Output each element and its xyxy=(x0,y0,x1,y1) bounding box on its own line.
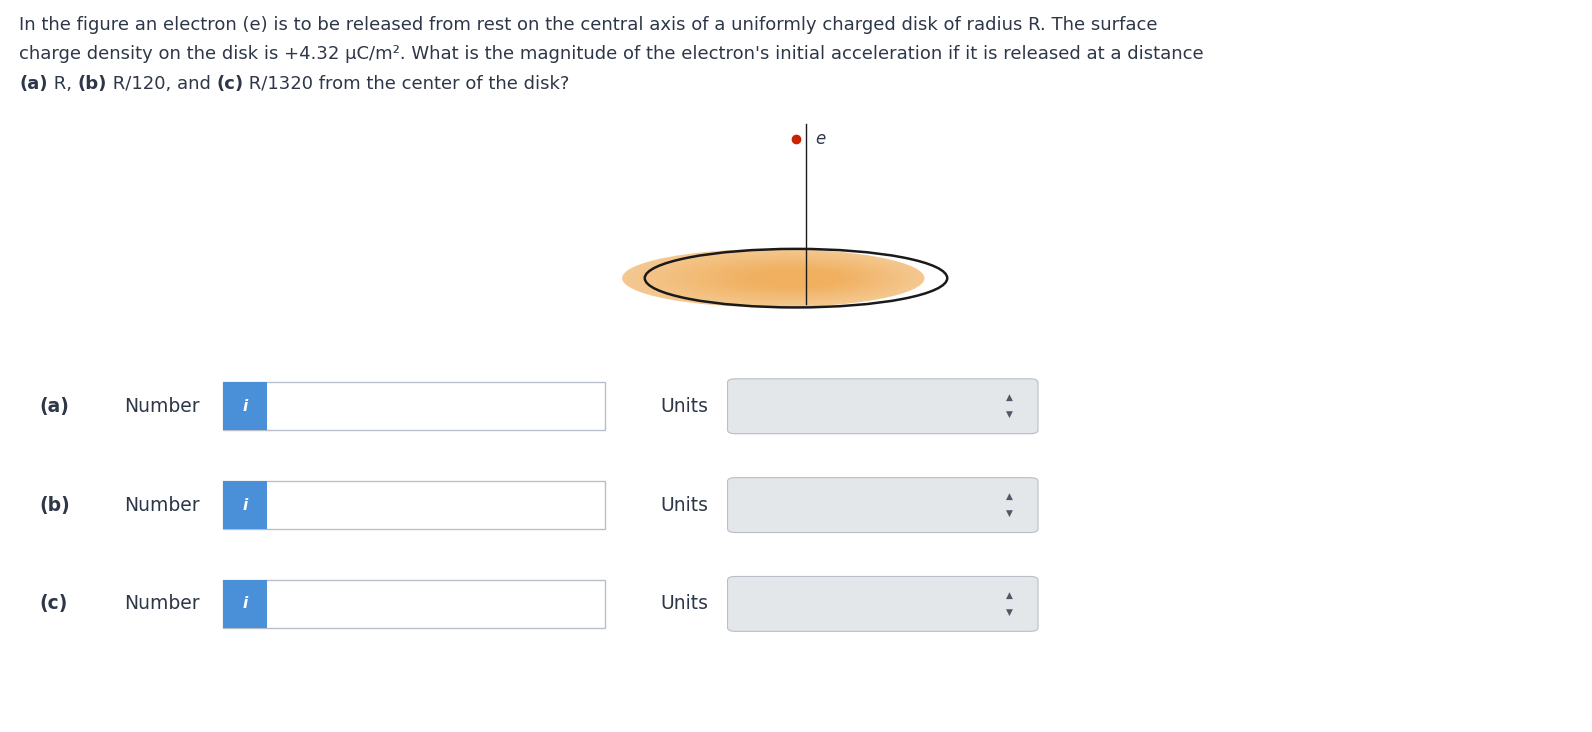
Text: Number: Number xyxy=(124,397,201,416)
Text: Number: Number xyxy=(124,594,201,613)
Ellipse shape xyxy=(712,264,866,293)
FancyBboxPatch shape xyxy=(223,382,267,430)
Text: Number: Number xyxy=(124,496,201,515)
Text: (c): (c) xyxy=(217,75,244,93)
Ellipse shape xyxy=(673,257,892,299)
Ellipse shape xyxy=(737,267,850,289)
Text: (a): (a) xyxy=(19,75,48,93)
FancyBboxPatch shape xyxy=(223,482,267,529)
Text: ▲: ▲ xyxy=(1006,492,1013,501)
Ellipse shape xyxy=(699,261,874,295)
Ellipse shape xyxy=(656,254,903,302)
Ellipse shape xyxy=(696,261,877,296)
Text: R/120, and: R/120, and xyxy=(107,75,217,93)
FancyBboxPatch shape xyxy=(223,382,605,430)
Ellipse shape xyxy=(704,262,872,294)
Ellipse shape xyxy=(686,259,884,297)
Ellipse shape xyxy=(622,249,925,307)
Ellipse shape xyxy=(729,266,855,291)
Text: Units: Units xyxy=(661,496,708,515)
Text: i: i xyxy=(242,399,247,414)
FancyBboxPatch shape xyxy=(223,580,605,628)
Ellipse shape xyxy=(742,268,847,288)
Text: R,: R, xyxy=(48,75,78,93)
Text: ▲: ▲ xyxy=(1006,393,1013,402)
Ellipse shape xyxy=(721,264,861,292)
Text: i: i xyxy=(242,498,247,512)
Text: charge density on the disk is +4.32 μC/m². What is the magnitude of the electron: charge density on the disk is +4.32 μC/m… xyxy=(19,45,1204,64)
Ellipse shape xyxy=(669,256,895,300)
FancyBboxPatch shape xyxy=(728,379,1038,433)
Ellipse shape xyxy=(640,252,914,305)
Ellipse shape xyxy=(708,263,869,294)
Ellipse shape xyxy=(653,254,906,302)
Ellipse shape xyxy=(635,251,917,305)
Ellipse shape xyxy=(626,250,922,307)
Ellipse shape xyxy=(648,253,907,303)
Text: (a): (a) xyxy=(40,397,70,416)
Text: (b): (b) xyxy=(40,496,70,515)
Text: ▼: ▼ xyxy=(1006,411,1013,419)
Text: R/1320 from the center of the disk?: R/1320 from the center of the disk? xyxy=(244,75,570,93)
Text: (b): (b) xyxy=(78,75,107,93)
Ellipse shape xyxy=(661,255,899,302)
Ellipse shape xyxy=(681,258,885,298)
Text: e: e xyxy=(815,130,825,148)
FancyBboxPatch shape xyxy=(223,580,267,628)
Text: In the figure an electron (e) is to be released from rest on the central axis of: In the figure an electron (e) is to be r… xyxy=(19,16,1157,34)
Text: ▼: ▼ xyxy=(1006,608,1013,617)
Text: ▲: ▲ xyxy=(1006,591,1013,600)
Text: (c): (c) xyxy=(40,594,68,613)
Text: Units: Units xyxy=(661,397,708,416)
Ellipse shape xyxy=(630,250,919,306)
FancyBboxPatch shape xyxy=(728,478,1038,533)
Ellipse shape xyxy=(751,269,841,287)
Ellipse shape xyxy=(734,266,852,290)
Ellipse shape xyxy=(724,265,858,291)
Text: Units: Units xyxy=(661,594,708,613)
Ellipse shape xyxy=(691,260,880,296)
Text: ▼: ▼ xyxy=(1006,509,1013,518)
Ellipse shape xyxy=(665,255,896,301)
FancyBboxPatch shape xyxy=(223,482,605,529)
Ellipse shape xyxy=(747,269,844,288)
Ellipse shape xyxy=(643,253,911,304)
FancyBboxPatch shape xyxy=(728,577,1038,631)
Text: i: i xyxy=(242,597,247,611)
Ellipse shape xyxy=(678,258,888,299)
Ellipse shape xyxy=(716,264,863,292)
